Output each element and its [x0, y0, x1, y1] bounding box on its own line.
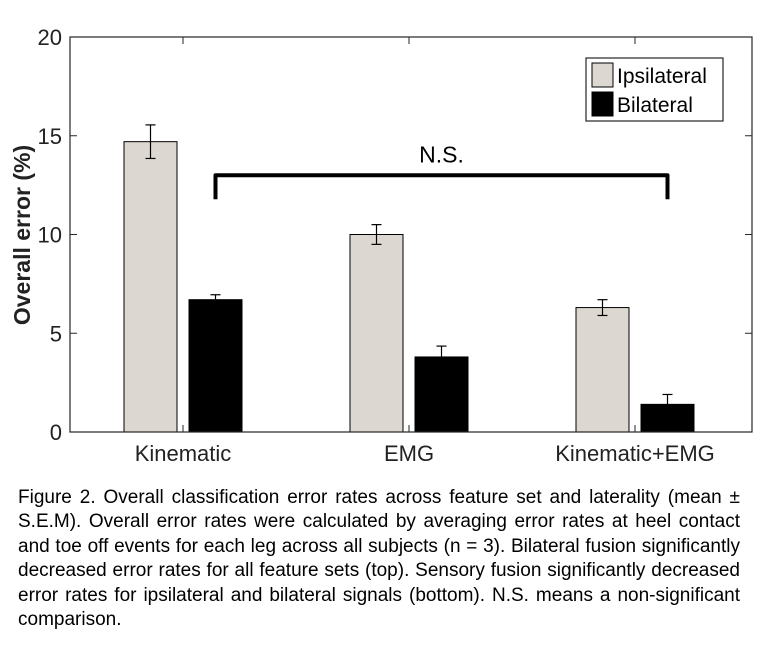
bar-ipsilateral-kinematic	[123, 141, 178, 433]
y-tick-label: 5	[50, 321, 62, 346]
legend-swatch-bilateral	[591, 91, 614, 117]
significance-label: N.S.	[419, 141, 464, 167]
bars-layer	[123, 141, 695, 433]
y-axis-ticks: 0 5 10 15 20	[38, 25, 752, 445]
y-tick-label: 15	[38, 124, 62, 149]
legend: Ipsilateral Bilateral	[585, 57, 724, 122]
figure-caption: Figure 2. Overall classification error r…	[18, 487, 740, 631]
y-tick-label: 0	[50, 420, 62, 445]
significance-annotation: N.S.	[213, 141, 670, 200]
significance-bracket	[213, 173, 670, 200]
bar-chart: 0 5 10 15 20 Kinematic EMG Kinematic+EMG Overa…	[9, 25, 753, 466]
y-tick-label: 10	[38, 223, 62, 248]
x-axis-ticks: Kinematic EMG Kinematic+EMG	[135, 37, 715, 466]
legend-label-bilateral: Bilateral	[617, 94, 693, 117]
x-tick-label: Kinematic	[135, 441, 232, 466]
y-tick-label: 20	[38, 25, 62, 50]
legend-swatch-ipsilateral	[591, 62, 614, 88]
bar-ipsilateral-kinematic-emg	[575, 307, 630, 433]
x-tick-label: Kinematic+EMG	[555, 441, 715, 466]
legend-label-ipsilateral: Ipsilateral	[617, 65, 707, 88]
bar-bilateral-kinematic	[188, 299, 243, 433]
x-tick-label: EMG	[384, 441, 434, 466]
bar-ipsilateral-emg	[349, 234, 404, 433]
error-bars-layer	[145, 124, 673, 415]
y-axis-label: Overall error (%)	[9, 145, 35, 325]
